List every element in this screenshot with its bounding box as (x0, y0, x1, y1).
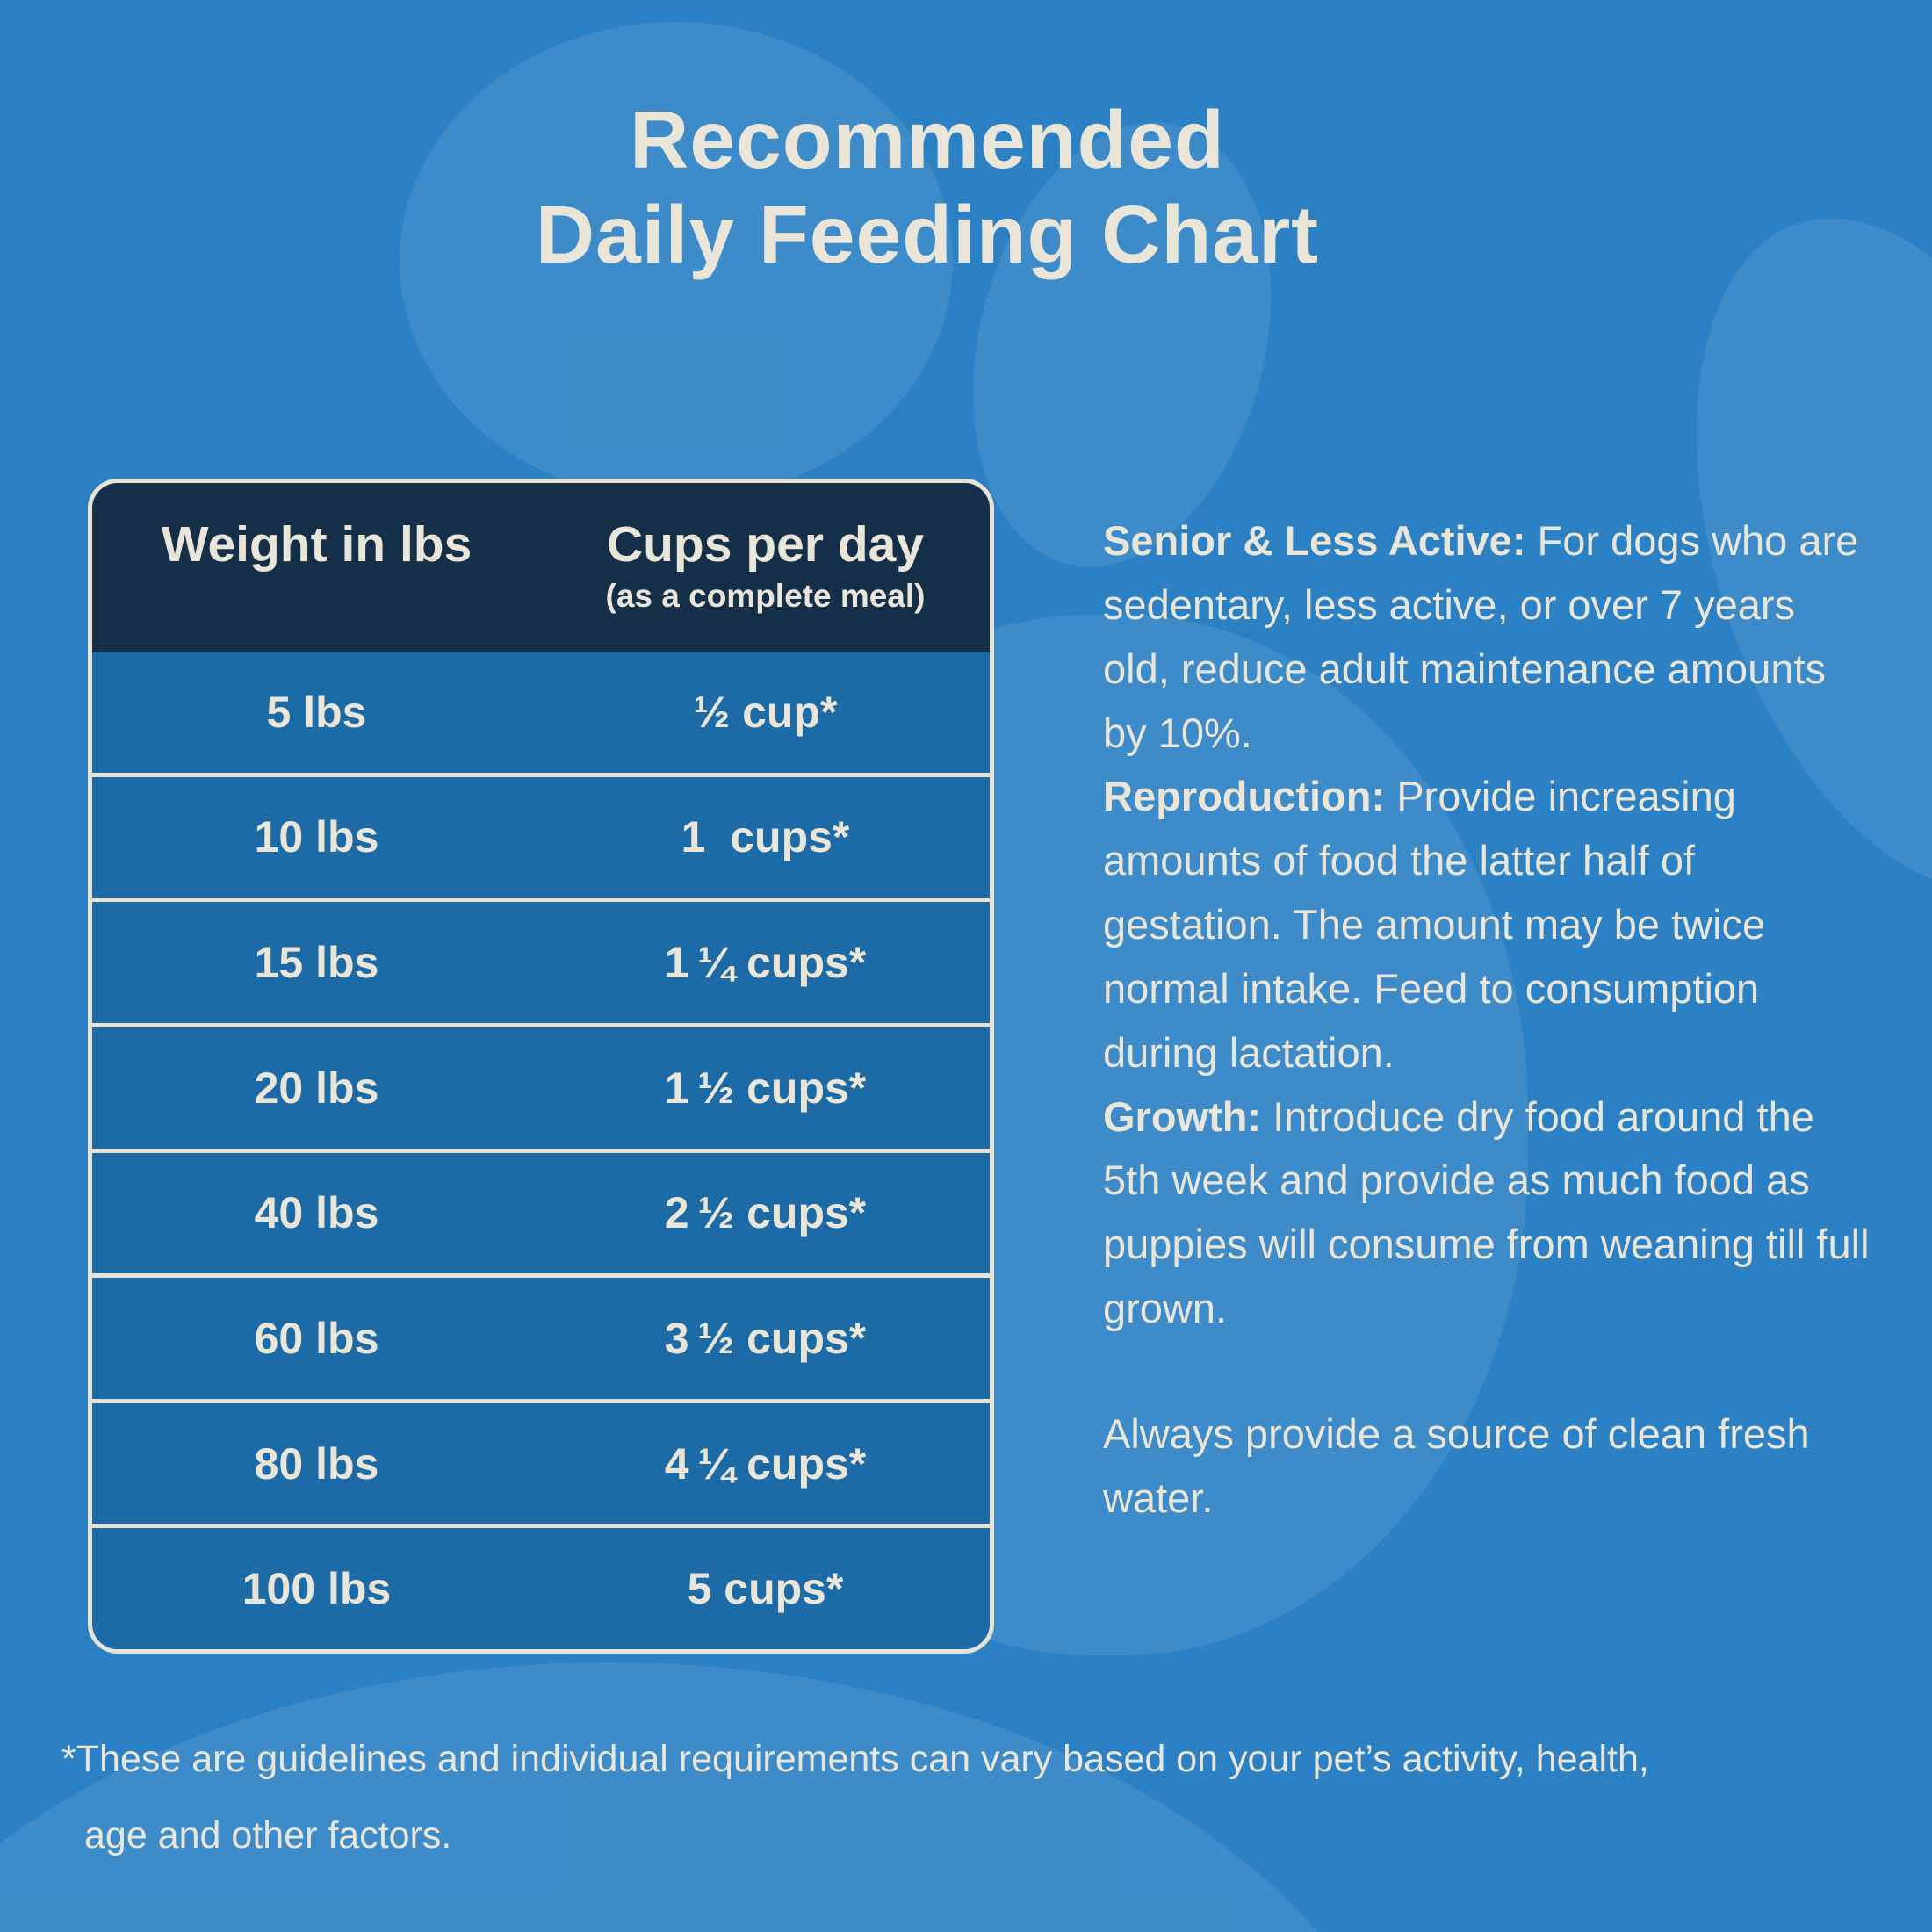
guideline-senior-less-active: Senior & Less Active: For dogs who are s… (1103, 509, 1871, 765)
weight-cell: 20 lbs (254, 1063, 379, 1113)
cups-cell: 1 cups* (681, 812, 850, 862)
table-row: 60 lbs 3 ½ cups* (92, 1273, 990, 1399)
table-row: 20 lbs 1 ½ cups* (92, 1022, 990, 1149)
table-row: 10 lbs 1 cups* (92, 772, 990, 898)
weight-cell: 100 lbs (242, 1564, 392, 1614)
cups-cell: 5 cups* (687, 1564, 844, 1614)
guideline-text: For dogs who are sedentary, less active,… (1103, 517, 1859, 756)
cups-cell: 3 ½ cups* (664, 1313, 867, 1363)
cups-column-label: Cups per day (606, 516, 925, 573)
cups-cell: ½ cup* (693, 687, 838, 737)
table-row: 40 lbs 2 ½ cups* (92, 1148, 990, 1274)
weight-cell: 80 lbs (254, 1438, 379, 1489)
page-title: Recommended Daily Feeding Chart (0, 93, 1855, 283)
page-title-line1: Recommended (630, 94, 1225, 185)
column-header-cups: Cups per day (as a complete meal) (541, 483, 990, 652)
disclaimer-line-2: age and other factors. (84, 1814, 452, 1856)
guideline-lead: Reproduction: (1103, 773, 1386, 820)
table-row: 100 lbs 5 cups* (92, 1524, 990, 1649)
cups-cell: 1 ½ cups* (664, 1063, 867, 1113)
feeding-table-header: Weight in lbs Cups per day (as a complet… (92, 483, 990, 652)
weight-cell: 60 lbs (254, 1313, 379, 1363)
cups-cell: 4 ¼ cups* (664, 1438, 867, 1489)
guideline-text: Provide increasing amounts of food the l… (1103, 773, 1766, 1076)
table-row: 80 lbs 4 ¼ cups* (92, 1398, 990, 1525)
guideline-lead: Senior & Less Active: (1103, 517, 1526, 564)
table-row: 15 lbs 1 ¼ cups* (92, 898, 990, 1023)
page-title-line2: Daily Feeding Chart (535, 188, 1320, 280)
guideline-growth: Growth: Introduce dry food around the 5t… (1103, 1085, 1871, 1341)
guideline-text: Introduce dry food around the 5th week a… (1103, 1092, 1870, 1332)
disclaimer: *These are guidelines and individual req… (61, 1741, 1813, 1855)
paw-toe-shape-icon (400, 22, 953, 501)
feeding-table: Weight in lbs Cups per day (as a complet… (88, 479, 994, 1654)
disclaimer-line-1: *These are guidelines and individual req… (61, 1738, 1649, 1780)
cups-cell: 2 ½ cups* (664, 1188, 867, 1238)
column-header-weight: Weight in lbs (92, 483, 541, 652)
weight-cell: 40 lbs (254, 1188, 379, 1238)
guideline-lead: Growth: (1103, 1092, 1262, 1140)
cups-column-sublabel: (as a complete meal) (605, 578, 926, 614)
weight-column-label: Weight in lbs (161, 516, 472, 573)
table-row: 5 lbs ½ cup* (92, 652, 990, 773)
feeding-guidelines: Senior & Less Active: For dogs who are s… (1103, 509, 1871, 1531)
weight-cell: 15 lbs (254, 938, 379, 988)
weight-cell: 10 lbs (254, 812, 379, 862)
weight-cell: 5 lbs (266, 687, 367, 737)
water-note: Always provide a source of clean fresh w… (1103, 1409, 1810, 1521)
feeding-table-body: 5 lbs ½ cup* 10 lbs 1 cups* 15 lbs 1 ¼ c… (92, 652, 990, 1649)
guideline-reproduction: Reproduction: Provide increasing amounts… (1103, 765, 1871, 1085)
cups-cell: 1 ¼ cups* (664, 938, 867, 988)
